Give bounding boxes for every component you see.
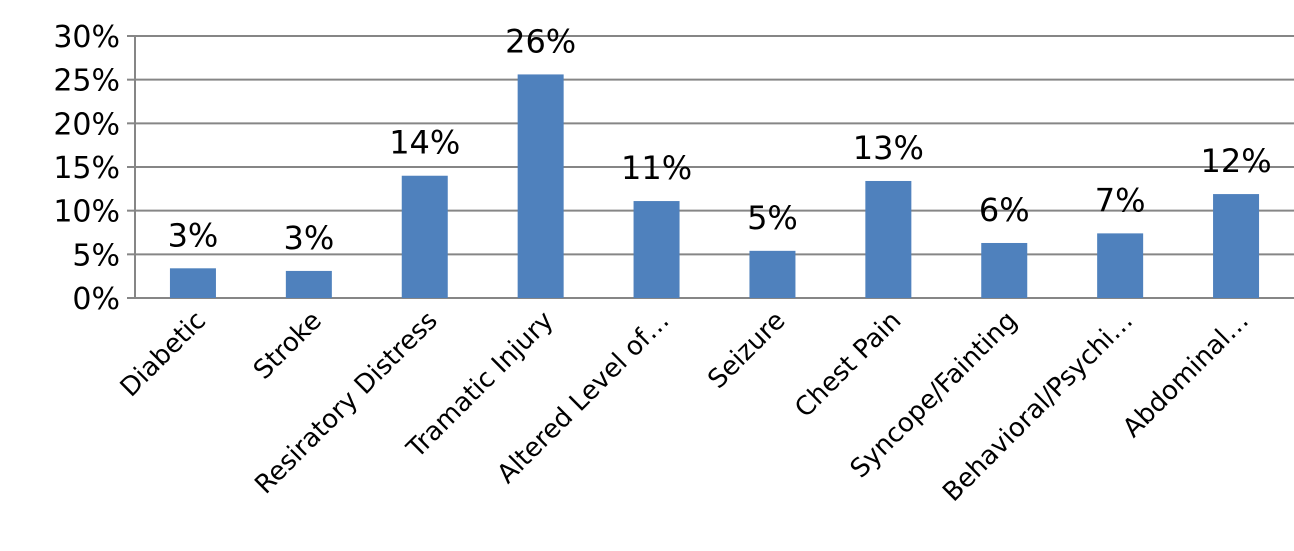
- x-tick-label: Behavioral/Psychi…: [937, 306, 1139, 508]
- x-tick-label: Diabetic: [115, 306, 212, 403]
- y-tick-label: 15%: [53, 151, 120, 186]
- bar: [1097, 233, 1144, 298]
- data-label: 3%: [168, 216, 219, 254]
- data-label: 5%: [747, 199, 798, 237]
- data-label: 12%: [1200, 142, 1271, 180]
- y-tick-label: 5%: [72, 238, 120, 273]
- bar: [517, 74, 564, 298]
- y-tick-label: 0%: [72, 282, 120, 317]
- data-label: 26%: [505, 22, 576, 60]
- y-tick-label: 20%: [53, 107, 120, 142]
- y-tick-label: 30%: [53, 20, 120, 55]
- bar: [749, 250, 796, 298]
- bar: [633, 201, 680, 298]
- data-label: 11%: [621, 149, 692, 187]
- bar: [401, 175, 448, 298]
- x-tick-label: Chest Pain: [789, 306, 907, 424]
- y-tick-label: 10%: [53, 195, 120, 230]
- x-tick-label: Seizure: [702, 306, 791, 395]
- data-label: 6%: [979, 191, 1030, 229]
- bar: [285, 270, 332, 298]
- data-label: 14%: [389, 124, 460, 162]
- x-tick-label: Stroke: [248, 306, 328, 386]
- data-label: 7%: [1095, 181, 1146, 219]
- bar: [865, 180, 912, 298]
- bar: [1213, 194, 1260, 298]
- y-tick-label: 25%: [53, 64, 120, 99]
- data-label: 13%: [853, 129, 924, 167]
- bar: [981, 242, 1028, 298]
- bar: [169, 268, 216, 298]
- data-label: 3%: [283, 219, 334, 257]
